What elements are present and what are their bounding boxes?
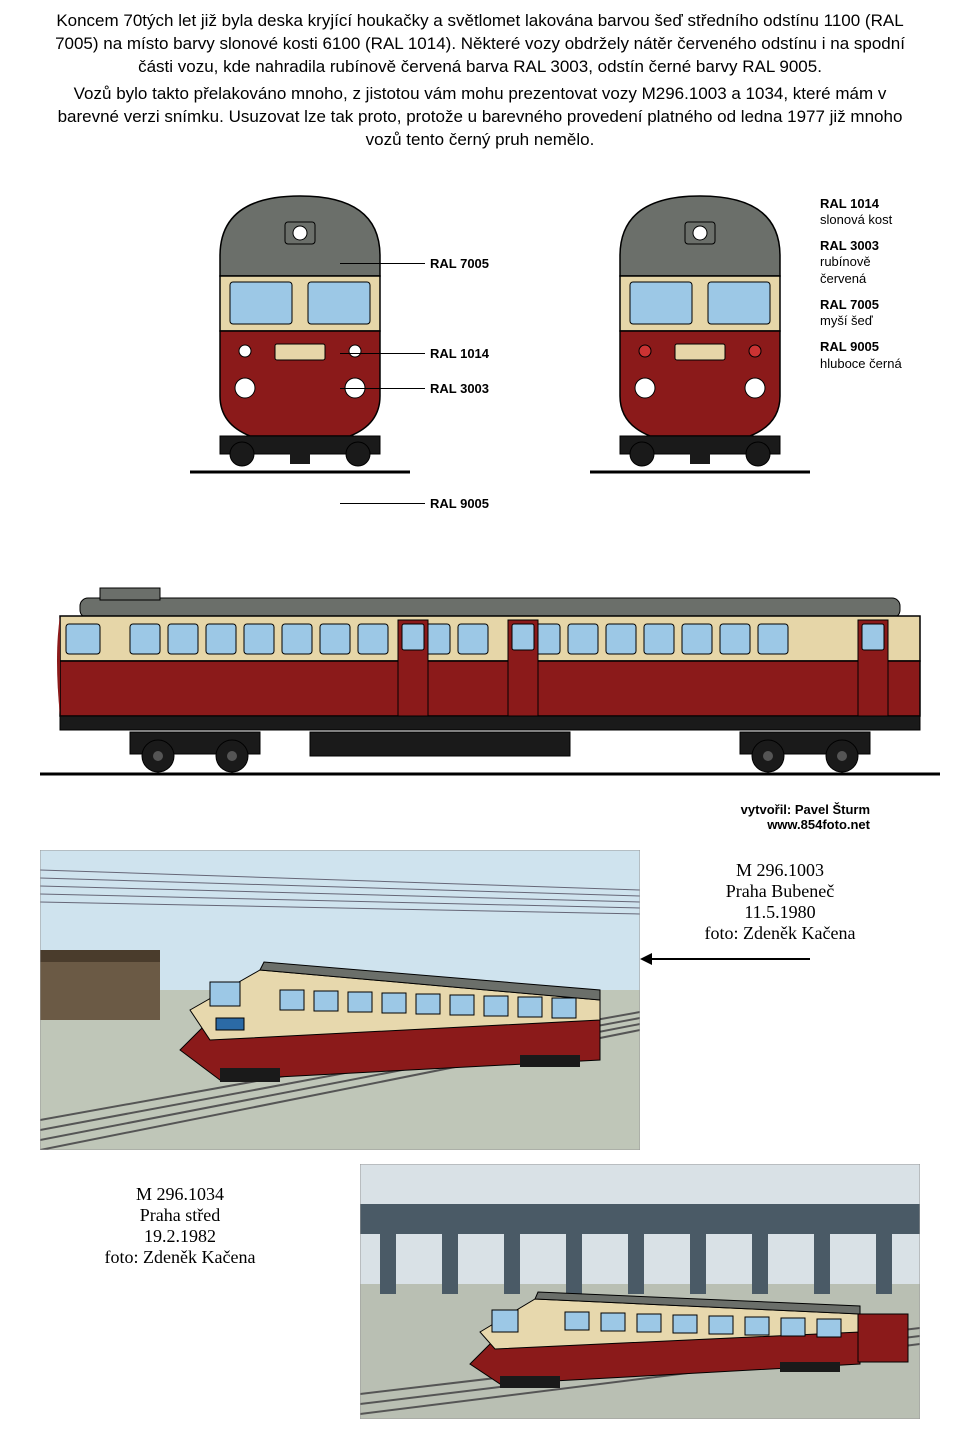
ral-leader: RAL 9005 — [430, 496, 489, 511]
caption-line: M 296.1003 — [680, 860, 880, 881]
caption-line: 11.5.1980 — [680, 902, 880, 923]
photo-1-caption: M 296.1003 Praha Bubeneč 11.5.1980 foto:… — [680, 860, 880, 944]
ral-code: RAL 7005 — [820, 297, 920, 313]
photo-1 — [40, 850, 640, 1150]
cab-front-left — [190, 186, 410, 476]
caption-line: foto: Zdeněk Kačena — [680, 923, 880, 944]
arrow-to-photo-1 — [650, 958, 810, 960]
ral-name: myší šeď — [820, 313, 920, 329]
intro-p1: Koncem 70tých let již byla deska kryjící… — [50, 10, 910, 79]
ral-name: hluboce černá — [820, 356, 920, 372]
intro-p2: Vozů bylo takto přelakováno mnoho, z jis… — [50, 83, 910, 152]
ral-legend-entry: RAL 1014 slonová kost — [820, 196, 920, 229]
ral-name: rubínově červená — [820, 254, 920, 287]
caption-line: Praha Bubeneč — [680, 881, 880, 902]
ral-leader: RAL 7005 — [430, 256, 489, 271]
side-elevation-diagram — [40, 576, 940, 796]
caption-line: Praha střed — [80, 1205, 280, 1226]
caption-line: foto: Zdeněk Kačena — [80, 1247, 280, 1268]
ral-legend-entry: RAL 7005 myší šeď — [820, 297, 920, 330]
ral-code: RAL 9005 — [820, 339, 920, 355]
side-elevation-svg — [40, 576, 940, 796]
ral-code: RAL 3003 — [820, 238, 920, 254]
intro-text: Koncem 70tých let již byla deska kryjící… — [50, 10, 910, 152]
caption-line: M 296.1034 — [80, 1184, 280, 1205]
ral-legend-entry: RAL 3003 rubínově červená — [820, 238, 920, 287]
cab-front-right-svg — [590, 186, 810, 476]
photo-2 — [360, 1164, 920, 1419]
cab-front-right — [590, 186, 810, 476]
diagram-credit: vytvořil: Pavel Šturm www.854foto.net — [40, 802, 870, 832]
ral-code: RAL 1014 — [820, 196, 920, 212]
caption-line: 19.2.1982 — [80, 1226, 280, 1247]
photo-2-caption: M 296.1034 Praha střed 19.2.1982 foto: Z… — [80, 1184, 280, 1268]
ral-legend-entry: RAL 9005 hluboce černá — [820, 339, 920, 372]
credit-author: vytvořil: Pavel Šturm — [741, 802, 870, 817]
ral-legend: RAL 1014 slonová kost RAL 3003 rubínově … — [820, 196, 920, 382]
photo-block-2: M 296.1034 Praha střed 19.2.1982 foto: Z… — [40, 1164, 920, 1424]
photo-1-svg — [40, 850, 640, 1150]
cab-front-diagram: RAL 7005 RAL 1014 RAL 3003 RAL 9005 RAL 101… — [40, 166, 920, 566]
credit-url: www.854foto.net — [767, 817, 870, 832]
ral-name: slonová kost — [820, 212, 920, 228]
ral-leader: RAL 3003 — [430, 381, 489, 396]
ral-leader: RAL 1014 — [430, 346, 489, 361]
photo-2-svg — [360, 1164, 920, 1419]
photo-block-1: M 296.1003 Praha Bubeneč 11.5.1980 foto:… — [40, 850, 920, 1160]
cab-front-left-svg — [190, 186, 410, 476]
